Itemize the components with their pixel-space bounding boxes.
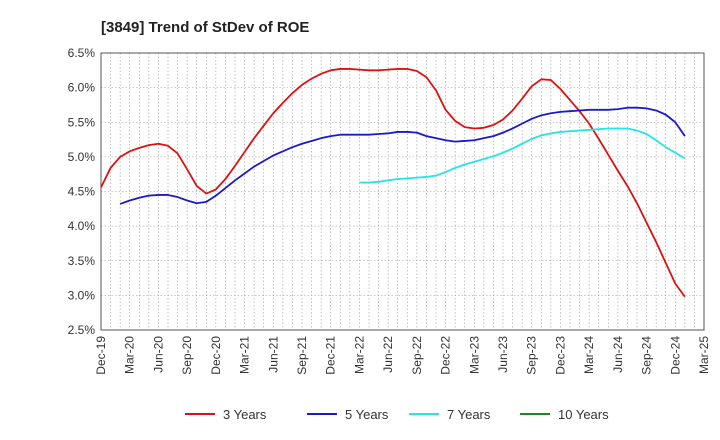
series-line-5-years xyxy=(119,106,686,205)
legend-label: 5 Years xyxy=(345,407,389,422)
y-tick-label: 2.5% xyxy=(68,323,96,337)
x-tick-label: Mar-23 xyxy=(467,336,481,374)
x-tick-label: Dec-22 xyxy=(439,336,453,375)
y-tick-label: 5.5% xyxy=(68,115,96,129)
x-tick-label: Mar-25 xyxy=(697,336,711,374)
y-tick-label: 3.0% xyxy=(68,288,96,302)
axes: 6.5%6.0%5.5%5.0%4.5%4.0%3.5%3.0%2.5%Dec-… xyxy=(68,46,711,375)
x-tick-label: Dec-23 xyxy=(553,336,567,375)
x-tick-label: Jun-22 xyxy=(381,336,395,373)
x-tick-label: Dec-19 xyxy=(94,336,108,375)
grid-lines xyxy=(101,52,704,331)
legend: 3 Years 5 Years 7 Years 10 Years xyxy=(185,407,609,422)
series-line-7-years xyxy=(359,127,686,184)
y-tick-label: 5.0% xyxy=(68,150,96,164)
x-tick-label: Sep-23 xyxy=(525,336,539,375)
series-line-3-years xyxy=(100,68,686,298)
x-tick-label: Sep-22 xyxy=(410,336,424,375)
x-tick-label: Mar-22 xyxy=(352,336,366,374)
x-tick-label: Mar-21 xyxy=(238,336,252,374)
y-tick-label: 4.0% xyxy=(68,219,96,233)
x-tick-label: Mar-24 xyxy=(582,336,596,374)
x-tick-label: Dec-24 xyxy=(668,336,682,375)
x-tick-label: Sep-24 xyxy=(640,336,654,375)
y-tick-label: 4.5% xyxy=(68,185,96,199)
y-tick-label: 6.0% xyxy=(68,81,96,95)
y-tick-label: 6.5% xyxy=(68,46,96,60)
x-tick-label: Sep-20 xyxy=(180,336,194,375)
legend-label: 10 Years xyxy=(558,407,609,422)
x-tick-label: Jun-24 xyxy=(611,336,625,373)
x-tick-label: Sep-21 xyxy=(295,336,309,375)
x-tick-label: Jun-20 xyxy=(151,336,165,373)
plot-frame xyxy=(100,52,705,331)
x-tick-label: Jun-21 xyxy=(266,336,280,373)
y-tick-label: 3.5% xyxy=(68,254,96,268)
x-tick-label: Dec-21 xyxy=(324,336,338,375)
x-tick-label: Dec-20 xyxy=(209,336,223,375)
x-tick-label: Mar-20 xyxy=(123,336,137,374)
legend-label: 7 Years xyxy=(447,407,491,422)
legend-label: 3 Years xyxy=(223,407,267,422)
x-tick-label: Jun-23 xyxy=(496,336,510,373)
chart-title: [3849] Trend of StDev of ROE xyxy=(101,19,309,36)
series-lines xyxy=(100,68,686,298)
